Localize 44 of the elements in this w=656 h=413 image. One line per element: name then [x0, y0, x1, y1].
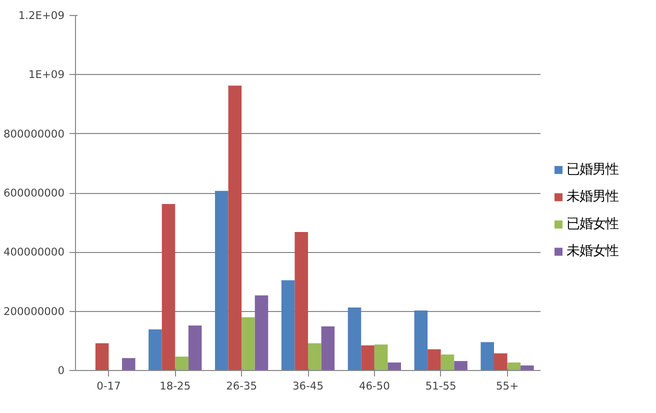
bar: [480, 342, 494, 370]
legend-label: 已婚男性: [566, 162, 618, 178]
y-tick-label: 0: [58, 364, 65, 377]
y-tick-label: 200000000: [3, 304, 65, 318]
y-tick-label: 1E+09: [28, 68, 65, 82]
x-tick-label: 36-45: [292, 380, 324, 392]
bar: [175, 356, 188, 370]
bar: [95, 343, 109, 370]
bar: [454, 361, 468, 370]
bar: [361, 345, 374, 370]
y-tick-label: 400000000: [3, 246, 65, 259]
bar: [281, 280, 295, 370]
y-tick-label: 600000000: [3, 186, 65, 200]
bar: [215, 190, 228, 370]
x-tick-label: 55+: [496, 380, 519, 392]
bar: [507, 362, 521, 370]
bar: [228, 86, 242, 370]
bar: [321, 326, 335, 370]
x-tick-label: 18-25: [160, 380, 191, 392]
x-tick-label: 0-17: [96, 380, 121, 392]
bar: [440, 354, 454, 370]
bar: [374, 344, 388, 370]
bar: [348, 307, 362, 370]
bar: [494, 353, 508, 370]
bar: [520, 365, 534, 370]
bar: [188, 326, 202, 370]
bar: [414, 310, 428, 370]
bar: [122, 358, 136, 370]
bar: [242, 317, 255, 370]
bar: [308, 343, 322, 370]
legend-label: 未婚女性: [566, 244, 618, 260]
bar: [254, 295, 268, 370]
bar: [148, 329, 162, 370]
bar: [428, 349, 441, 370]
bar: [294, 232, 308, 370]
bar: [388, 362, 401, 370]
legend-label: 已婚女性: [566, 216, 618, 232]
bar: [162, 204, 176, 370]
legend-label: 未婚男性: [566, 190, 618, 205]
x-tick-label: 51-55: [425, 380, 456, 392]
y-tick-label: 800000000: [3, 127, 65, 140]
x-tick-label: 26-35: [226, 380, 258, 392]
x-tick-label: 46-50: [358, 380, 390, 392]
y-tick-label: 1.2E+09: [18, 9, 65, 22]
